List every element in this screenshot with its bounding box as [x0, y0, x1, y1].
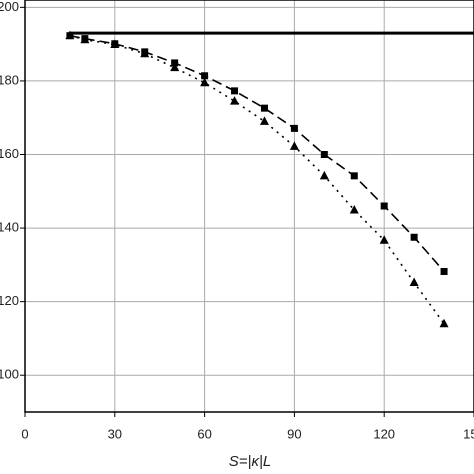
triangle-marker: [200, 77, 210, 87]
x-tick-label: 120: [373, 426, 395, 441]
triangle-marker: [230, 96, 240, 105]
square-marker: [350, 172, 358, 180]
x-tick-label: 90: [287, 426, 301, 441]
triangle-marker: [65, 30, 75, 40]
triangle-marker: [349, 205, 359, 214]
triangle-marker: [409, 277, 419, 287]
triangle-marker: [170, 62, 180, 72]
triangle-marker: [289, 141, 299, 150]
square-marker: [380, 202, 388, 210]
square-marker: [260, 104, 268, 112]
triangle-marker: [319, 170, 329, 180]
x-tick-label: 60: [197, 426, 211, 441]
triangle-marker: [259, 116, 269, 125]
square-marker: [201, 72, 209, 80]
y-tick-label: 180: [0, 72, 19, 87]
x-axis-title: S=|κ|L: [229, 453, 271, 470]
triangle-marker: [379, 235, 389, 244]
y-tick-label: 100: [0, 367, 19, 382]
square-marker: [410, 233, 418, 241]
x-tick-label: 30: [108, 426, 122, 441]
square-marker: [320, 151, 328, 158]
square-marker: [231, 87, 239, 95]
plot-frame: [24, 0, 474, 413]
triangle-marker: [140, 48, 150, 58]
triangle-marker: [439, 318, 449, 328]
square-marker: [290, 124, 298, 132]
triangle-marker: [110, 39, 120, 49]
x-tick-label: 0: [21, 426, 28, 441]
series-line: [69, 34, 445, 273]
y-tick-label: 120: [0, 293, 19, 308]
y-tick-label: 200: [0, 0, 19, 14]
series-line: [69, 34, 445, 325]
y-tick-label: 140: [0, 220, 19, 235]
x-tick-label: 150: [463, 426, 474, 441]
y-tick-label: 160: [0, 146, 19, 161]
triangle-marker: [80, 34, 90, 44]
square-marker: [440, 267, 448, 275]
